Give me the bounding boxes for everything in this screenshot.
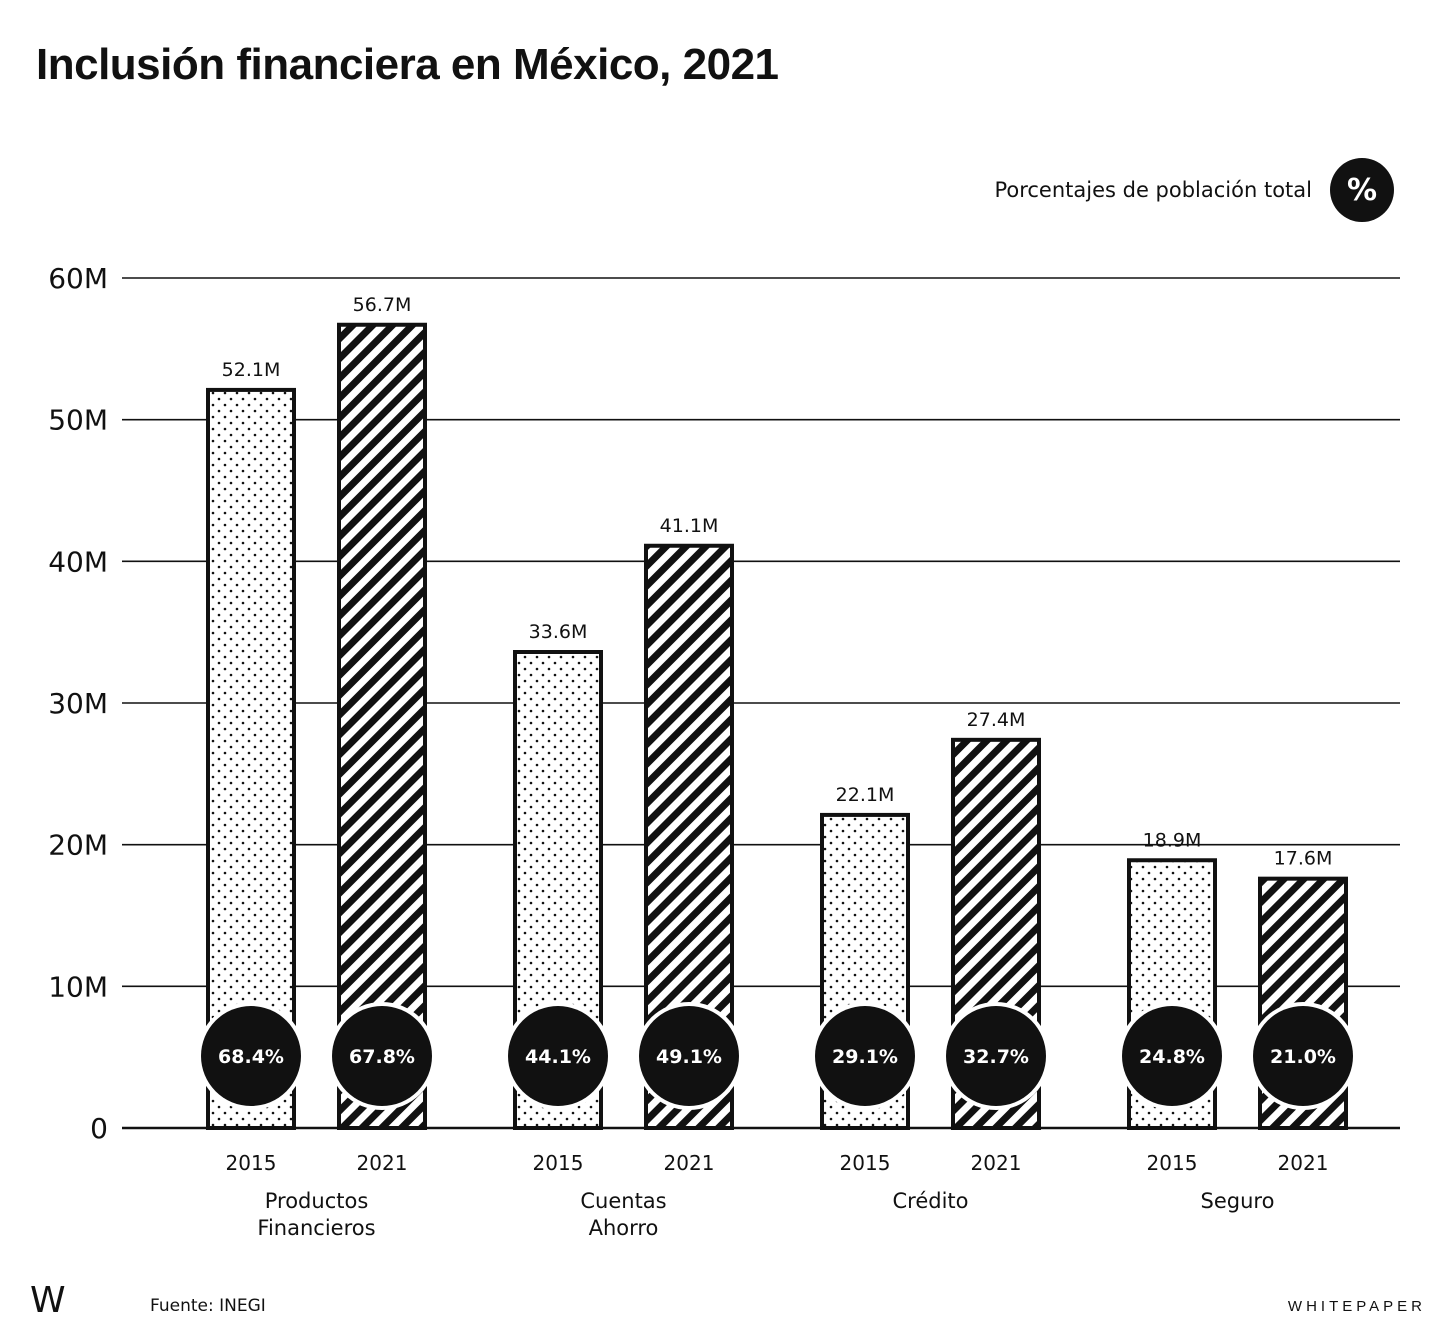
- percent-label: 24.8%: [1139, 1046, 1205, 1068]
- percent-label: 21.0%: [1270, 1046, 1336, 1068]
- percent-circle: [508, 1006, 608, 1106]
- x-tick-year: 2015: [226, 1151, 277, 1175]
- category-label: Productos: [265, 1189, 369, 1213]
- y-tick-label: 10M: [48, 970, 108, 1003]
- percent-circle: [946, 1006, 1046, 1106]
- category-label: Crédito: [892, 1189, 968, 1213]
- bars: [197, 322, 1357, 1131]
- y-tick-label: 20M: [48, 829, 108, 862]
- percent-icon: %: [1330, 158, 1394, 222]
- percent-circle: [201, 1006, 301, 1106]
- chart-title: Inclusión financiera en México, 2021: [36, 40, 779, 89]
- y-tick-label: 40M: [48, 545, 108, 578]
- bar-2021: [337, 322, 427, 1130]
- bar-value-label: 56.7M: [353, 294, 412, 316]
- whitepaper-logo: W: [30, 1280, 66, 1321]
- x-tick-year: 2021: [357, 1151, 408, 1175]
- percent-label: 68.4%: [218, 1046, 284, 1068]
- bar-value-label: 33.6M: [529, 621, 588, 643]
- y-tick-label: 30M: [48, 687, 108, 720]
- bar-value-label: 41.1M: [660, 515, 719, 537]
- x-tick-year: 2021: [971, 1151, 1022, 1175]
- bar-value-label: 18.9M: [1143, 829, 1202, 851]
- percent-label: 44.1%: [525, 1046, 591, 1068]
- percent-circle: [639, 1006, 739, 1106]
- category-label: Financieros: [257, 1216, 375, 1240]
- x-tick-year: 2015: [1147, 1151, 1198, 1175]
- bar-value-label: 22.1M: [836, 784, 895, 806]
- bar-labels: 68.4% 52.1M 2015 67.8% 56.7M 2021 Productos Fin…: [218, 294, 1336, 1240]
- percent-label: 67.8%: [349, 1046, 415, 1068]
- percent-circle: [332, 1006, 432, 1106]
- x-tick-year: 2015: [533, 1151, 584, 1175]
- bar-value-label: 52.1M: [222, 359, 281, 381]
- bar-value-label: 17.6M: [1274, 848, 1333, 870]
- percent-circle: [1122, 1006, 1222, 1106]
- percent-label: 49.1%: [656, 1046, 722, 1068]
- category-label: Seguro: [1201, 1189, 1275, 1213]
- percent-legend: Porcentajes de población total %: [994, 158, 1394, 222]
- y-tick-label: 0: [90, 1112, 108, 1145]
- y-axis-ticks: 0 10M 20M 30M 40M 50M 60M: [48, 262, 108, 1145]
- x-tick-year: 2021: [664, 1151, 715, 1175]
- x-tick-year: 2015: [840, 1151, 891, 1175]
- bar-value-label: 27.4M: [967, 709, 1026, 731]
- percent-legend-label: Porcentajes de población total: [994, 178, 1312, 202]
- category-label: Cuentas: [580, 1189, 666, 1213]
- category-label: Ahorro: [589, 1216, 659, 1240]
- brand-wordmark: WHITEPAPER: [1287, 1298, 1426, 1315]
- y-tick-label: 60M: [48, 262, 108, 295]
- x-tick-year: 2021: [1278, 1151, 1329, 1175]
- percent-circle: [1253, 1006, 1353, 1106]
- y-tick-label: 50M: [48, 404, 108, 437]
- percent-label: 29.1%: [832, 1046, 898, 1068]
- source-note: Fuente: INEGI: [150, 1296, 266, 1316]
- percent-circle: [815, 1006, 915, 1106]
- percent-label: 32.7%: [963, 1046, 1029, 1068]
